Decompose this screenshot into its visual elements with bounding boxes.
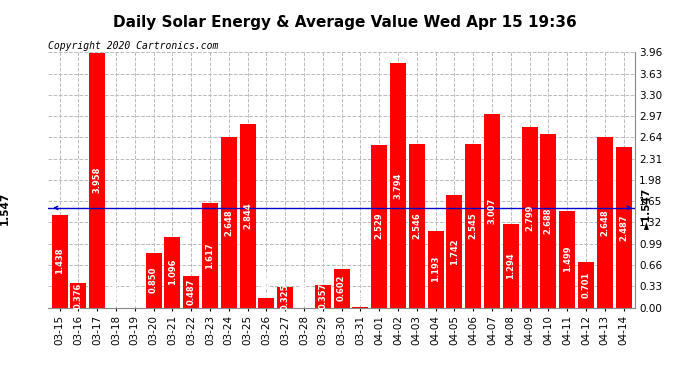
- Bar: [597, 137, 613, 308]
- Bar: [446, 195, 462, 308]
- Bar: [221, 137, 237, 308]
- Text: 2.648: 2.648: [600, 209, 609, 236]
- Text: 1.294: 1.294: [506, 252, 515, 279]
- Text: 2.799: 2.799: [525, 204, 534, 231]
- Text: 2.487: 2.487: [619, 214, 628, 241]
- Bar: [371, 145, 387, 308]
- Text: 2.688: 2.688: [544, 208, 553, 234]
- Text: 0.141: 0.141: [262, 270, 271, 297]
- Bar: [408, 144, 425, 308]
- Bar: [428, 231, 444, 308]
- Text: 0.000: 0.000: [130, 279, 139, 306]
- Bar: [484, 114, 500, 308]
- Bar: [315, 285, 331, 308]
- Bar: [540, 134, 556, 308]
- Bar: [578, 262, 594, 308]
- Bar: [70, 283, 86, 308]
- Text: 0.013: 0.013: [356, 279, 365, 305]
- Text: 2.529: 2.529: [375, 213, 384, 239]
- Text: 2.546: 2.546: [412, 212, 421, 239]
- Bar: [390, 63, 406, 308]
- Text: 0.000: 0.000: [299, 279, 308, 306]
- Text: 1.499: 1.499: [562, 246, 571, 273]
- Bar: [183, 276, 199, 308]
- Text: 1.193: 1.193: [431, 256, 440, 282]
- Text: 0.357: 0.357: [318, 283, 327, 309]
- Bar: [333, 269, 350, 308]
- Bar: [353, 307, 368, 308]
- Text: 3.958: 3.958: [92, 167, 101, 193]
- Text: 3.007: 3.007: [487, 198, 496, 224]
- Text: 1.742: 1.742: [450, 238, 459, 265]
- Text: Daily  ($): Daily ($): [558, 39, 609, 49]
- Bar: [164, 237, 180, 308]
- Bar: [465, 144, 481, 308]
- Text: 2.545: 2.545: [469, 212, 477, 239]
- Text: Average  ($): Average ($): [473, 39, 541, 49]
- Bar: [615, 147, 631, 308]
- Text: 0.000: 0.000: [112, 279, 121, 306]
- Text: 0.487: 0.487: [187, 279, 196, 305]
- Text: ►1.547: ►1.547: [642, 187, 652, 228]
- Text: 0.850: 0.850: [149, 267, 158, 293]
- Bar: [239, 124, 255, 308]
- Text: 1.547: 1.547: [0, 191, 10, 225]
- Text: 0.701: 0.701: [582, 272, 591, 298]
- Bar: [559, 211, 575, 308]
- Bar: [503, 224, 519, 308]
- Bar: [522, 127, 538, 308]
- Bar: [258, 298, 275, 307]
- Text: 1.438: 1.438: [55, 248, 64, 274]
- Bar: [89, 53, 105, 308]
- Text: 0.325: 0.325: [281, 284, 290, 310]
- Text: 0.376: 0.376: [74, 282, 83, 309]
- Text: 1.096: 1.096: [168, 259, 177, 285]
- Bar: [277, 286, 293, 308]
- Text: Daily Solar Energy & Average Value Wed Apr 15 19:36: Daily Solar Energy & Average Value Wed A…: [113, 15, 577, 30]
- Text: 1.617: 1.617: [206, 242, 215, 269]
- Text: 3.794: 3.794: [393, 172, 402, 198]
- Text: 2.648: 2.648: [224, 209, 233, 236]
- Bar: [146, 253, 161, 308]
- Text: Copyright 2020 Cartronics.com: Copyright 2020 Cartronics.com: [48, 41, 219, 51]
- Text: 2.844: 2.844: [243, 202, 252, 229]
- Bar: [52, 215, 68, 308]
- Bar: [202, 203, 218, 308]
- Text: 0.602: 0.602: [337, 275, 346, 302]
